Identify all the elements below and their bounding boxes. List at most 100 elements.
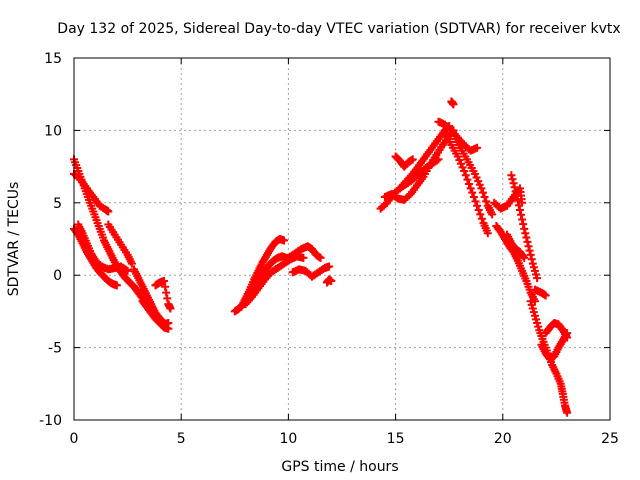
y-tick-label: 10 bbox=[44, 123, 62, 139]
series-arc-12 bbox=[284, 242, 325, 262]
data-point bbox=[521, 229, 530, 238]
series-arc-4 bbox=[74, 220, 132, 275]
series-arc-17 bbox=[391, 152, 417, 171]
x-tick-label: 10 bbox=[279, 431, 297, 447]
data-point bbox=[508, 175, 517, 184]
data-point bbox=[299, 253, 308, 262]
data-point bbox=[327, 276, 336, 285]
data-point bbox=[525, 246, 534, 255]
series-arc-13 bbox=[288, 262, 334, 281]
data-point bbox=[280, 236, 289, 245]
data-point bbox=[473, 143, 482, 152]
data-point bbox=[477, 184, 486, 193]
data-point bbox=[541, 291, 550, 300]
series-arc-5 bbox=[104, 220, 136, 268]
data-point bbox=[511, 187, 520, 196]
series-arc-3 bbox=[70, 224, 121, 290]
data-point bbox=[466, 184, 475, 193]
data-point bbox=[123, 266, 132, 275]
data-points bbox=[70, 97, 572, 417]
data-point bbox=[524, 242, 533, 251]
series-arc-8 bbox=[151, 276, 175, 313]
data-point bbox=[512, 191, 521, 200]
y-tick-label: -5 bbox=[48, 341, 62, 357]
data-point bbox=[518, 215, 527, 224]
data-point bbox=[483, 229, 492, 238]
series-arc-22 bbox=[451, 135, 497, 219]
data-point bbox=[520, 224, 529, 233]
series-arc-7 bbox=[138, 297, 173, 333]
chart-title: Day 132 of 2025, Sidereal Day-to-day VTE… bbox=[57, 21, 620, 37]
y-tick-label: -10 bbox=[39, 413, 62, 429]
data-point bbox=[434, 155, 443, 164]
data-point bbox=[161, 282, 170, 291]
data-point bbox=[520, 253, 529, 262]
data-point bbox=[510, 183, 519, 192]
data-point bbox=[515, 206, 524, 215]
series-arc-2 bbox=[70, 169, 113, 216]
data-point bbox=[480, 193, 489, 202]
x-tick-label: 20 bbox=[494, 431, 512, 447]
data-point bbox=[471, 197, 480, 206]
data-point bbox=[474, 206, 483, 215]
data-point bbox=[519, 252, 528, 261]
x-axis-label: GPS time / hours bbox=[281, 459, 398, 475]
data-point bbox=[460, 166, 469, 175]
data-point bbox=[162, 288, 171, 297]
y-tick-label: 15 bbox=[44, 51, 62, 67]
data-point bbox=[526, 250, 535, 259]
series-arc-20 bbox=[447, 97, 458, 109]
data-point bbox=[164, 324, 173, 333]
x-tick-label: 25 bbox=[601, 431, 619, 447]
data-point bbox=[160, 276, 169, 285]
data-point bbox=[478, 188, 487, 197]
y-axis-label: SDTVAR / TECUs bbox=[6, 182, 22, 297]
data-point bbox=[112, 281, 121, 290]
series-arc-18 bbox=[395, 155, 443, 193]
data-point bbox=[163, 294, 172, 303]
y-tick-label: 0 bbox=[53, 268, 62, 284]
series-arc-26 bbox=[507, 171, 542, 283]
x-tick-label: 5 bbox=[177, 431, 186, 447]
y-tick-labels: -10 -5 0 5 10 15 bbox=[39, 51, 62, 429]
data-point bbox=[104, 207, 113, 216]
data-point bbox=[488, 210, 497, 219]
data-point bbox=[527, 255, 536, 264]
data-point bbox=[449, 100, 458, 109]
data-point bbox=[563, 333, 572, 342]
data-point bbox=[519, 220, 528, 229]
data-point bbox=[469, 193, 478, 202]
data-point bbox=[408, 155, 417, 164]
y-tick-label: 5 bbox=[53, 196, 62, 212]
data-point bbox=[463, 175, 472, 184]
series-arc-23 bbox=[490, 184, 527, 213]
data-point bbox=[522, 233, 531, 242]
data-point bbox=[432, 156, 441, 165]
data-point bbox=[473, 201, 482, 210]
plot-frame bbox=[73, 57, 611, 421]
data-point bbox=[166, 304, 175, 313]
data-point bbox=[533, 274, 542, 283]
data-point bbox=[523, 237, 532, 246]
series-arc-30 bbox=[541, 318, 572, 342]
data-point bbox=[127, 259, 136, 268]
series-arc-21 bbox=[440, 129, 492, 238]
data-point bbox=[461, 171, 470, 180]
x-tick-label: 15 bbox=[387, 431, 405, 447]
data-point bbox=[507, 171, 516, 180]
data-point bbox=[514, 201, 523, 210]
data-point bbox=[517, 210, 526, 219]
series-arc-14 bbox=[322, 275, 336, 287]
data-point bbox=[121, 265, 130, 274]
x-tick-labels: 0 5 10 15 20 25 bbox=[70, 431, 619, 447]
data-point bbox=[509, 179, 518, 188]
data-point bbox=[325, 262, 334, 271]
data-point bbox=[563, 408, 572, 417]
x-tick-label: 0 bbox=[70, 431, 79, 447]
data-point bbox=[513, 196, 522, 205]
data-point bbox=[482, 197, 491, 206]
series-arc-27 bbox=[526, 297, 572, 417]
